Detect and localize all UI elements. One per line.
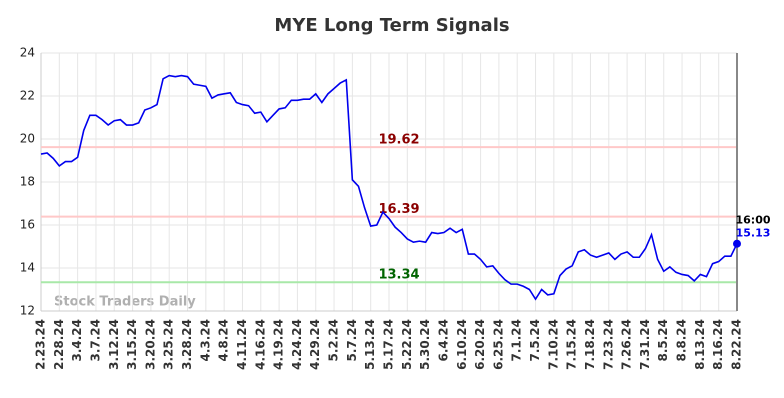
x-tick-label: 2.28.24 — [52, 319, 66, 370]
signal-label: 19.62 — [378, 133, 419, 148]
x-tick-label: 6.25.24 — [491, 319, 505, 370]
x-tick-label: 2.23.24 — [34, 319, 48, 370]
x-tick-label: 3.25.24 — [162, 319, 176, 370]
x-tick-label: 3.28.24 — [180, 319, 194, 370]
x-tick-label: 3.20.24 — [143, 319, 157, 370]
x-tick-label: 6.10.24 — [455, 319, 469, 370]
x-tick-label: 5.13.24 — [363, 319, 377, 370]
end-time: 16:00 — [735, 214, 770, 227]
y-tick-label: 18 — [20, 175, 35, 189]
price-line — [40, 74, 738, 301]
y-tick-label: 20 — [20, 132, 35, 146]
last-value: 15.13 — [736, 227, 771, 240]
x-tick-label: 5.30.24 — [418, 319, 432, 370]
x-tick-label: 7.1.24 — [510, 319, 524, 362]
x-tick-label: 7.31.24 — [638, 319, 652, 370]
last-point — [733, 239, 741, 248]
y-tick-label: 22 — [20, 89, 35, 103]
x-tick-label: 7.5.24 — [528, 319, 542, 362]
x-tick-label: 7.18.24 — [583, 319, 597, 370]
signal-label: 13.34 — [378, 268, 419, 283]
x-tick-label: 4.29.24 — [308, 319, 322, 370]
x-tick-label: 7.26.24 — [620, 319, 634, 370]
y-tick-label: 16 — [20, 218, 35, 232]
x-tick-label: 5.2.24 — [327, 319, 341, 362]
chart-title: MYE Long Term Signals — [274, 15, 509, 36]
x-tick-label: 3.12.24 — [107, 319, 121, 370]
x-tick-label: 5.7.24 — [345, 319, 359, 362]
x-tick-label: 7.15.24 — [565, 319, 579, 370]
watermark: Stock Traders Daily — [54, 295, 196, 310]
x-tick-label: 4.11.24 — [235, 319, 249, 370]
x-tick-label: 6.4.24 — [436, 319, 450, 362]
y-tick-label: 14 — [20, 261, 35, 275]
x-tick-label: 8.22.24 — [730, 319, 744, 370]
x-tick-label: 8.13.24 — [693, 319, 707, 370]
y-tick-label: 12 — [20, 304, 35, 318]
x-tick-label: 5.22.24 — [400, 319, 414, 370]
x-tick-label: 7.10.24 — [546, 319, 560, 370]
x-tick-label: 4.3.24 — [198, 319, 212, 362]
x-tick-label: 8.8.24 — [675, 319, 689, 362]
x-tick-label: 4.19.24 — [272, 319, 286, 370]
x-tick-label: 4.8.24 — [217, 319, 231, 362]
x-tick-label: 3.15.24 — [125, 319, 139, 370]
x-tick-label: 5.17.24 — [382, 319, 396, 370]
x-tick-label: 7.23.24 — [601, 319, 615, 370]
x-tick-label: 4.24.24 — [290, 319, 304, 370]
x-tick-label: 3.4.24 — [70, 319, 84, 362]
signal-label: 16.39 — [378, 202, 419, 217]
x-tick-label: 3.7.24 — [88, 319, 102, 362]
y-tick-label: 24 — [20, 46, 35, 60]
x-tick-label: 6.20.24 — [473, 319, 487, 370]
x-tick-label: 8.16.24 — [711, 319, 725, 370]
x-tick-label: 8.5.24 — [656, 319, 670, 362]
x-tick-label: 4.16.24 — [253, 319, 267, 370]
